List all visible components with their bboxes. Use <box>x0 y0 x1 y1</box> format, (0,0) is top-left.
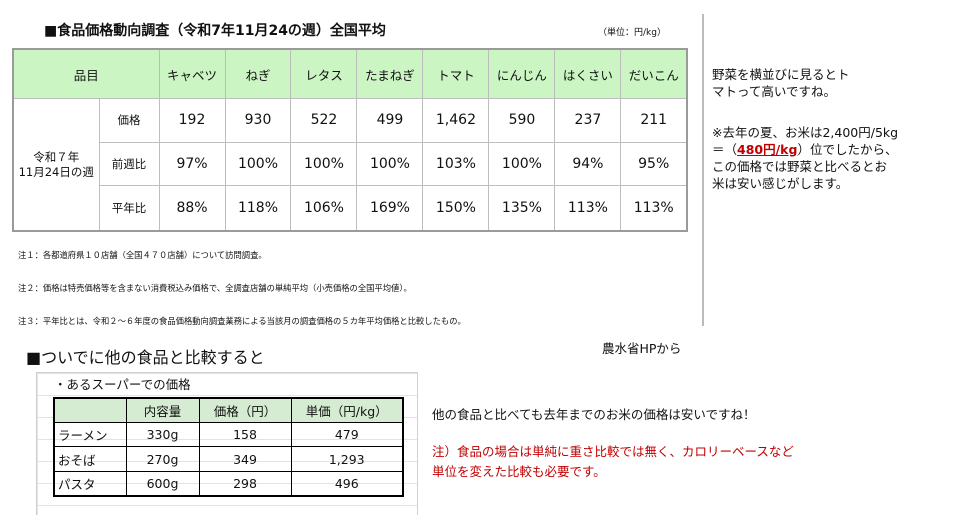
item-header: レタス <box>290 48 358 99</box>
table-cell: 158 <box>198 422 292 448</box>
comment-paragraph-1: 野菜を横並びに見るとト マトって高いですね。 <box>712 66 850 100</box>
table-cell: 1,462 <box>422 98 490 143</box>
food-name: ラーメン <box>53 422 127 448</box>
rice-price-highlight: 480円/kg <box>737 142 798 157</box>
header-cell: 価格（円） <box>198 397 292 424</box>
comparison-comment: 他の食品と比べても去年までのお米の価格は安いですね！ <box>432 407 756 422</box>
comment-text: ＝（ <box>712 142 738 157</box>
header-cell <box>53 397 127 424</box>
table-cell: 349 <box>198 446 292 472</box>
comparison-note: 注）食品の場合は単純に重さ比較では無く、カロリーベースなど 単位を変えた比較も必… <box>432 442 794 482</box>
comment-line: マトって高いですね。 <box>712 84 837 99</box>
table-row: パスタ 600g 298 496 <box>53 470 404 497</box>
table-cell: 100% <box>290 141 358 187</box>
comment-line: この価格では野菜と比べるとお <box>712 159 888 174</box>
price-table-header-row: 品目 キャベツ ねぎ レタス たまねぎ トマト にんじん はくさい だいこん <box>12 48 688 99</box>
table-cell: 330g <box>125 422 200 448</box>
table-cell: 113% <box>620 185 688 232</box>
food-name: おそば <box>53 446 127 472</box>
table-cell: 496 <box>290 470 404 497</box>
table-cell: 499 <box>356 98 424 143</box>
footnote-2: 注２：価格は特売価格等を含まない消費税込み価格で、全調査店舗の単純平均（小売価格… <box>18 283 412 293</box>
food-name: パスタ <box>53 470 127 497</box>
table-row: ラーメン 330g 158 479 <box>53 422 404 448</box>
table-cell: 118% <box>224 185 292 232</box>
row-label: 前週比 <box>98 141 160 187</box>
table-cell: 106% <box>290 185 358 232</box>
comparison-table: 内容量 価格（円） 単価（円/kg） ラーメン 330g 158 479 おそば… <box>53 397 404 497</box>
item-header: はくさい <box>554 48 622 99</box>
table-cell: 97% <box>158 141 226 187</box>
table-cell: 522 <box>290 98 358 143</box>
table-cell: 100% <box>488 141 556 187</box>
table-cell: 237 <box>554 98 622 143</box>
table-row: 平年比 88% 118% 106% 169% 150% 135% 113% 11… <box>13 185 688 232</box>
item-header: トマト <box>422 48 490 99</box>
footnote-1: 注１：各都道府県１０店舗（全国４７０店舗）について訪問調査。 <box>18 250 267 260</box>
table-cell: 1,293 <box>290 446 404 472</box>
row-label: 平年比 <box>98 185 160 232</box>
comment-line: 米は安い感じがします。 <box>712 176 849 191</box>
item-header: キャベツ <box>158 48 226 99</box>
table-cell: 94% <box>554 141 622 187</box>
price-table: 品目 キャベツ ねぎ レタス たまねぎ トマト にんじん はくさい だいこん 令… <box>12 48 688 232</box>
section-heading: ■ついでに他の食品と比較すると <box>26 348 265 367</box>
header-cell: 単価（円/kg） <box>290 397 404 424</box>
item-header: ねぎ <box>224 48 292 99</box>
table-cell: 150% <box>422 185 490 232</box>
header-cell: 内容量 <box>125 397 200 424</box>
row-label: 価格 <box>98 98 160 143</box>
comment-line: ＝（480円/kg）位でしたから、 <box>712 141 898 158</box>
table-cell: 135% <box>488 185 556 232</box>
table-cell: 169% <box>356 185 424 232</box>
table-cell: 930 <box>224 98 292 143</box>
note-line: 単位を変えた比較も必要です。 <box>432 464 606 479</box>
table-cell: 600g <box>125 470 200 497</box>
vertical-divider <box>702 14 704 326</box>
item-header: たまねぎ <box>356 48 424 99</box>
comment-line: 野菜を横並びに見るとト <box>712 67 850 82</box>
table-cell: 590 <box>488 98 556 143</box>
week-label-line2: 11月24日の週 <box>18 164 94 179</box>
table-cell: 298 <box>198 470 292 497</box>
table-row: 前週比 97% 100% 100% 100% 103% 100% 94% 95% <box>13 141 688 187</box>
unit-note: （単位：円/kg） <box>598 28 666 38</box>
page-title: ■食品価格動向調査（令和7年11月24の週）全国平均 <box>44 23 386 39</box>
table-cell: 192 <box>158 98 226 143</box>
note-line: 注）食品の場合は単純に重さ比較では無く、カロリーベースなど <box>432 444 794 459</box>
table-row: 令和７年 11月24日の週 価格 192 930 522 499 1,462 5… <box>12 98 688 232</box>
table-cell: 100% <box>224 141 292 187</box>
comment-line: ※去年の夏、お米は2,400円/5kg <box>712 125 899 140</box>
item-header: にんじん <box>488 48 556 99</box>
source-label: 農水省HPから <box>602 341 682 356</box>
table-cell: 479 <box>290 422 404 448</box>
table-cell: 113% <box>554 185 622 232</box>
item-header: だいこん <box>620 48 688 99</box>
corner-header: 品目 <box>12 48 160 99</box>
table-cell: 270g <box>125 446 200 472</box>
table-cell: 103% <box>422 141 490 187</box>
footnote-3: 注３：平年比とは、令和２～６年度の食品価格動向調査業務による当該月の調査価格の５… <box>18 316 466 326</box>
comment-paragraph-2: ※去年の夏、お米は2,400円/5kg ＝（480円/kg）位でしたから、 この… <box>712 124 898 192</box>
table-row: おそば 270g 349 1,293 <box>53 446 404 472</box>
table-cell: 88% <box>158 185 226 232</box>
comment-text: ）位でしたから、 <box>797 142 898 157</box>
sheet-title: ・あるスーパーでの価格 <box>54 377 191 392</box>
table-cell: 95% <box>620 141 688 187</box>
table-cell: 100% <box>356 141 424 187</box>
table-cell: 211 <box>620 98 688 143</box>
week-label-line1: 令和７年 <box>33 149 80 164</box>
comparison-header-row: 内容量 価格（円） 単価（円/kg） <box>53 397 404 424</box>
week-label: 令和７年 11月24日の週 <box>12 98 100 232</box>
